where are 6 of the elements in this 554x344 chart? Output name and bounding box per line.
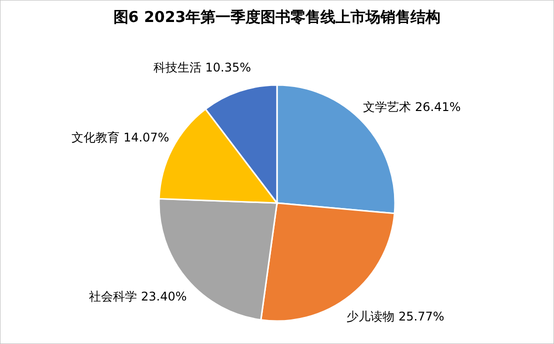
slice-label: 文学艺术 26.41%: [363, 100, 461, 114]
slice-label: 社会科学 23.40%: [89, 290, 187, 304]
slice-label: 少儿读物 25.77%: [346, 310, 444, 324]
slice-label: 科技生活 10.35%: [153, 60, 252, 75]
slice-label: 文化教育 14.07%: [72, 130, 170, 145]
chart-title: 图6 2023年第一季度图书零售线上市场销售结构: [113, 8, 441, 26]
